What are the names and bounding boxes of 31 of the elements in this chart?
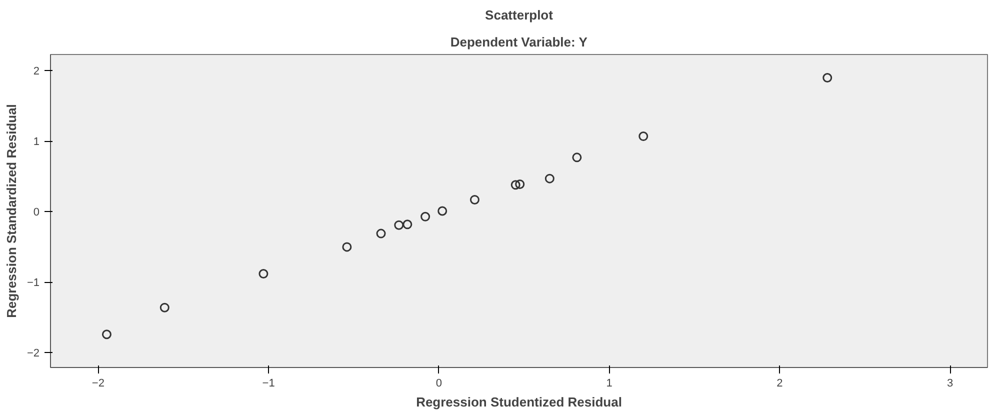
point	[572, 152, 582, 162]
point	[510, 180, 520, 190]
x-tick-label: −2	[92, 378, 104, 390]
y-tick-label: −2	[26, 348, 40, 360]
x-axis-title: Regression Studentized Residual	[416, 394, 622, 410]
point	[822, 73, 832, 83]
point	[342, 242, 352, 252]
point	[160, 302, 170, 312]
y-axis-title: Regression Standardized Residual	[4, 104, 19, 318]
y-tick-label: −1	[26, 277, 40, 290]
x-tick-label: 3	[946, 378, 954, 390]
x-tick-label: 0	[436, 378, 442, 390]
x-tick-label: 2	[776, 378, 783, 390]
point	[638, 132, 648, 142]
point	[420, 212, 430, 222]
y-tick-label: 1	[33, 136, 40, 148]
point	[544, 174, 554, 184]
point	[470, 194, 480, 204]
point	[102, 330, 112, 340]
point	[376, 228, 386, 238]
point	[394, 220, 404, 230]
point	[515, 179, 525, 189]
point	[402, 220, 412, 230]
x-tick-label: 1	[606, 378, 612, 390]
y-tick-label: 2	[33, 66, 40, 78]
y-tick-label: 0	[33, 206, 40, 219]
chart-title: Scatterplot	[485, 8, 554, 22]
point	[438, 206, 448, 216]
x-tick-label: −1	[262, 378, 275, 390]
chart-subtitle: Dependent Variable: Y	[450, 34, 588, 50]
point	[258, 269, 268, 278]
